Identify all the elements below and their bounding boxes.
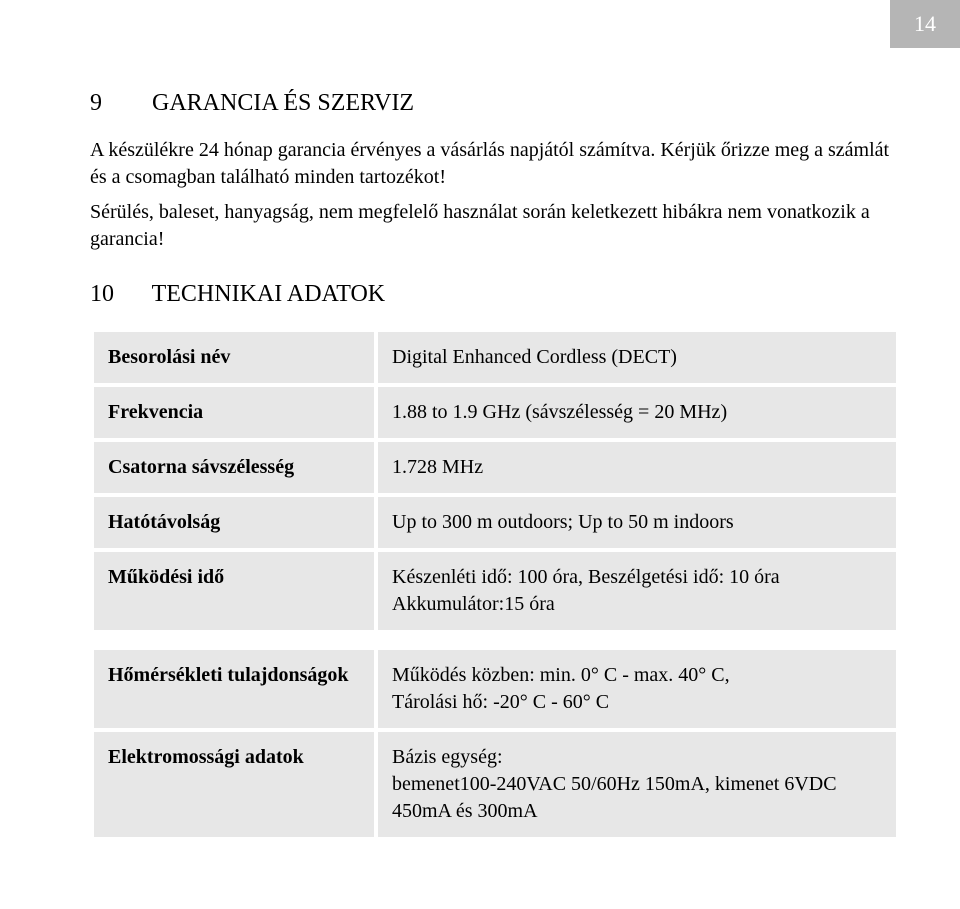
spec-value: Készenléti idő: 100 óra, Beszélgetési id… [378,552,896,630]
spec-value: 1.88 to 1.9 GHz (sávszélesség = 20 MHz) [378,387,896,438]
paragraph: Sérülés, baleset, hanyagság, nem megfele… [90,199,900,253]
paragraph: A készülékre 24 hónap garancia érvényes … [90,137,900,191]
spec-value: Digital Enhanced Cordless (DECT) [378,332,896,383]
table-row: Működési idő Készenléti idő: 100 óra, Be… [94,552,896,630]
spec-label: Hatótávolság [94,497,374,548]
page-number: 14 [914,11,936,37]
table-row: Elektromossági adatok Bázis egység:bemen… [94,732,896,837]
spec-label: Hőmérsékleti tulajdonságok [94,650,374,728]
section-technical-data: 10 TECHNIKAI ADATOK Besorolási név Digit… [90,281,900,841]
section-title: GARANCIA ÉS SZERVIZ [152,90,414,116]
spec-label: Elektromossági adatok [94,732,374,837]
table-row: Csatorna sávszélesség 1.728 MHz [94,442,896,493]
spec-value: Up to 300 m outdoors; Up to 50 m indoors [378,497,896,548]
spec-value: 1.728 MHz [378,442,896,493]
spec-label: Frekvencia [94,387,374,438]
technical-data-table: Besorolási név Digital Enhanced Cordless… [90,328,900,841]
table-row: Besorolási név Digital Enhanced Cordless… [94,332,896,383]
section-number: 10 [90,281,146,308]
page-number-badge: 14 [890,0,960,48]
table-row: Hatótávolság Up to 300 m outdoors; Up to… [94,497,896,548]
section-title: TECHNIKAI ADATOK [152,281,386,307]
section-heading: 10 TECHNIKAI ADATOK [90,281,900,308]
spec-label: Besorolási név [94,332,374,383]
table-row: Frekvencia 1.88 to 1.9 GHz (sávszélesség… [94,387,896,438]
section-number: 9 [90,90,146,117]
spec-value: Működés közben: min. 0° C - max. 40° C,T… [378,650,896,728]
spec-value: Bázis egység:bemenet100-240VAC 50/60Hz 1… [378,732,896,837]
spec-label: Működési idő [94,552,374,630]
document-page: 14 9 GARANCIA ÉS SZERVIZ A készülékre 24… [0,0,960,909]
section-warranty: 9 GARANCIA ÉS SZERVIZ A készülékre 24 hó… [90,90,900,253]
section-heading: 9 GARANCIA ÉS SZERVIZ [90,90,900,117]
table-separator [94,634,896,646]
table-row: Hőmérsékleti tulajdonságok Működés közbe… [94,650,896,728]
spec-label: Csatorna sávszélesség [94,442,374,493]
